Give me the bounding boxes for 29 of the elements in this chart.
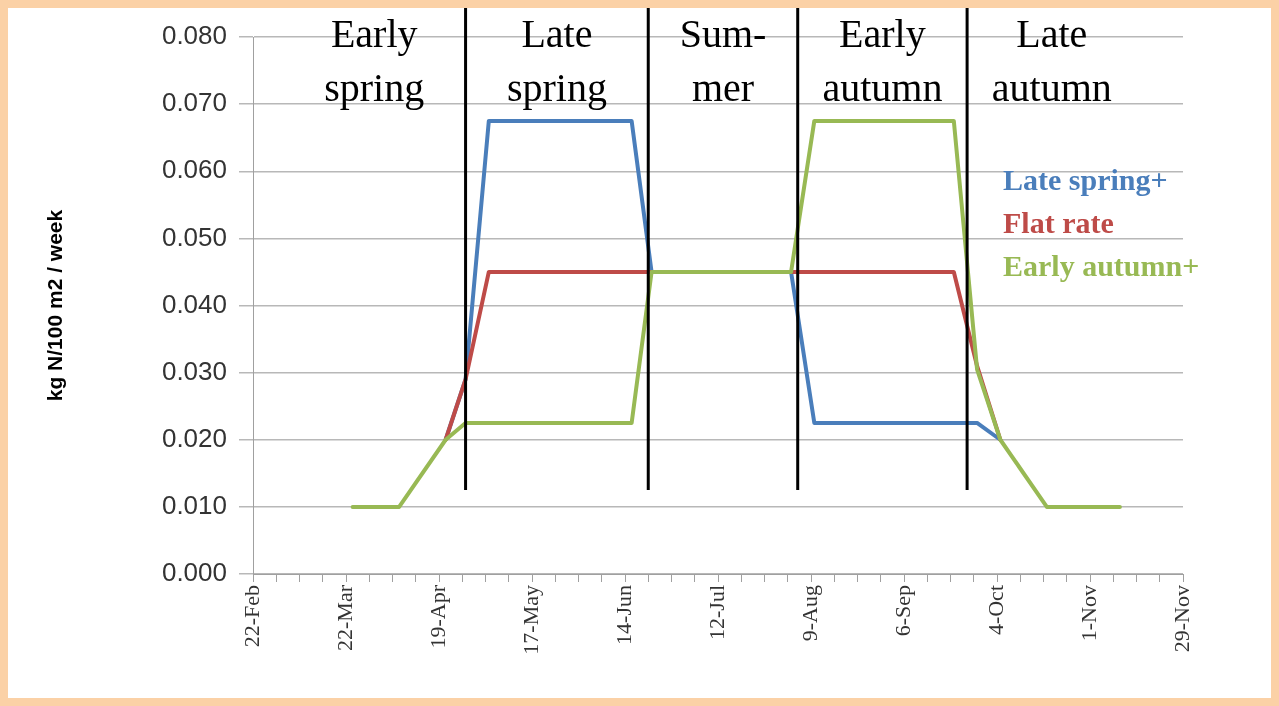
annotation: Early spring	[324, 10, 425, 110]
y-axis-title: kg N/100 m2 / week	[43, 209, 67, 402]
x-tick-label: 1-Nov	[1075, 585, 1101, 642]
x-tick-label: 14-Jun	[610, 585, 636, 645]
y-tick-label: 0.020	[161, 422, 227, 453]
x-tick-label: 19-Apr	[424, 584, 450, 649]
text: Late spring+	[1003, 162, 1168, 196]
y-tick-label: 0.030	[161, 355, 227, 386]
y-tick-label: 0.050	[161, 221, 227, 252]
x-tick-label: 9-Aug	[796, 585, 822, 642]
x-tick-label: 29-Nov	[1168, 585, 1194, 653]
annotation: Early autumn	[822, 10, 943, 110]
x-tick-label: 4-Oct	[982, 585, 1008, 636]
annotation: Late spring	[506, 10, 607, 110]
x-tick-label: 6-Sep	[889, 585, 915, 637]
y-tick-label: 0.040	[161, 288, 227, 319]
annotation: Sum- mer	[679, 10, 767, 110]
series-label: Flat rate	[1003, 205, 1114, 239]
y-tick-label: 0.060	[161, 154, 227, 185]
y-tick-label: 0.010	[161, 490, 227, 521]
y-tick-label: 0.070	[161, 87, 227, 118]
series-label: Early autumn+	[1003, 248, 1200, 282]
y-tick-label: 0.000	[161, 557, 227, 588]
x-tick-label: 17-May	[517, 585, 543, 655]
x-tick-label: 12-Jul	[703, 585, 729, 640]
x-tick-label: 22-Feb	[238, 585, 264, 648]
y-tick-label: 0.080	[161, 20, 227, 51]
x-tick-label: 22-Mar	[331, 584, 357, 651]
annotation: Late autumn	[991, 10, 1112, 110]
